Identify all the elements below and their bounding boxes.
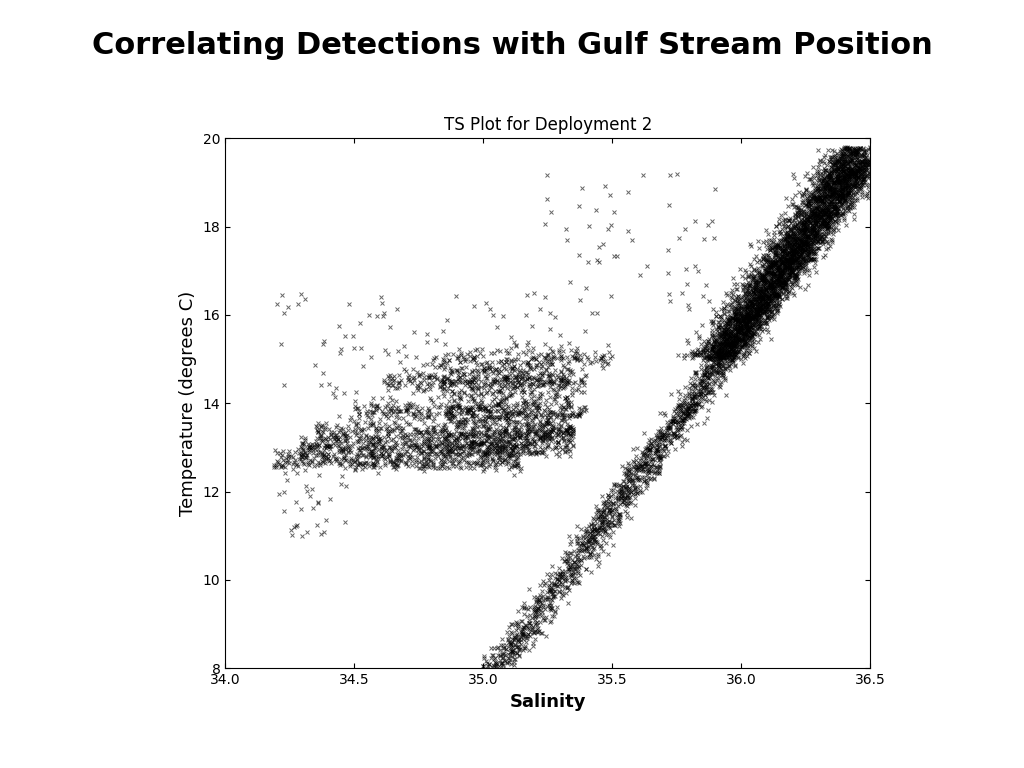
Title: TS Plot for Deployment 2: TS Plot for Deployment 2 <box>443 116 652 134</box>
Y-axis label: Temperature (degrees C): Temperature (degrees C) <box>179 290 197 516</box>
Text: Correlating Detections with Gulf Stream Position: Correlating Detections with Gulf Stream … <box>91 31 933 60</box>
X-axis label: Salinity: Salinity <box>510 693 586 710</box>
